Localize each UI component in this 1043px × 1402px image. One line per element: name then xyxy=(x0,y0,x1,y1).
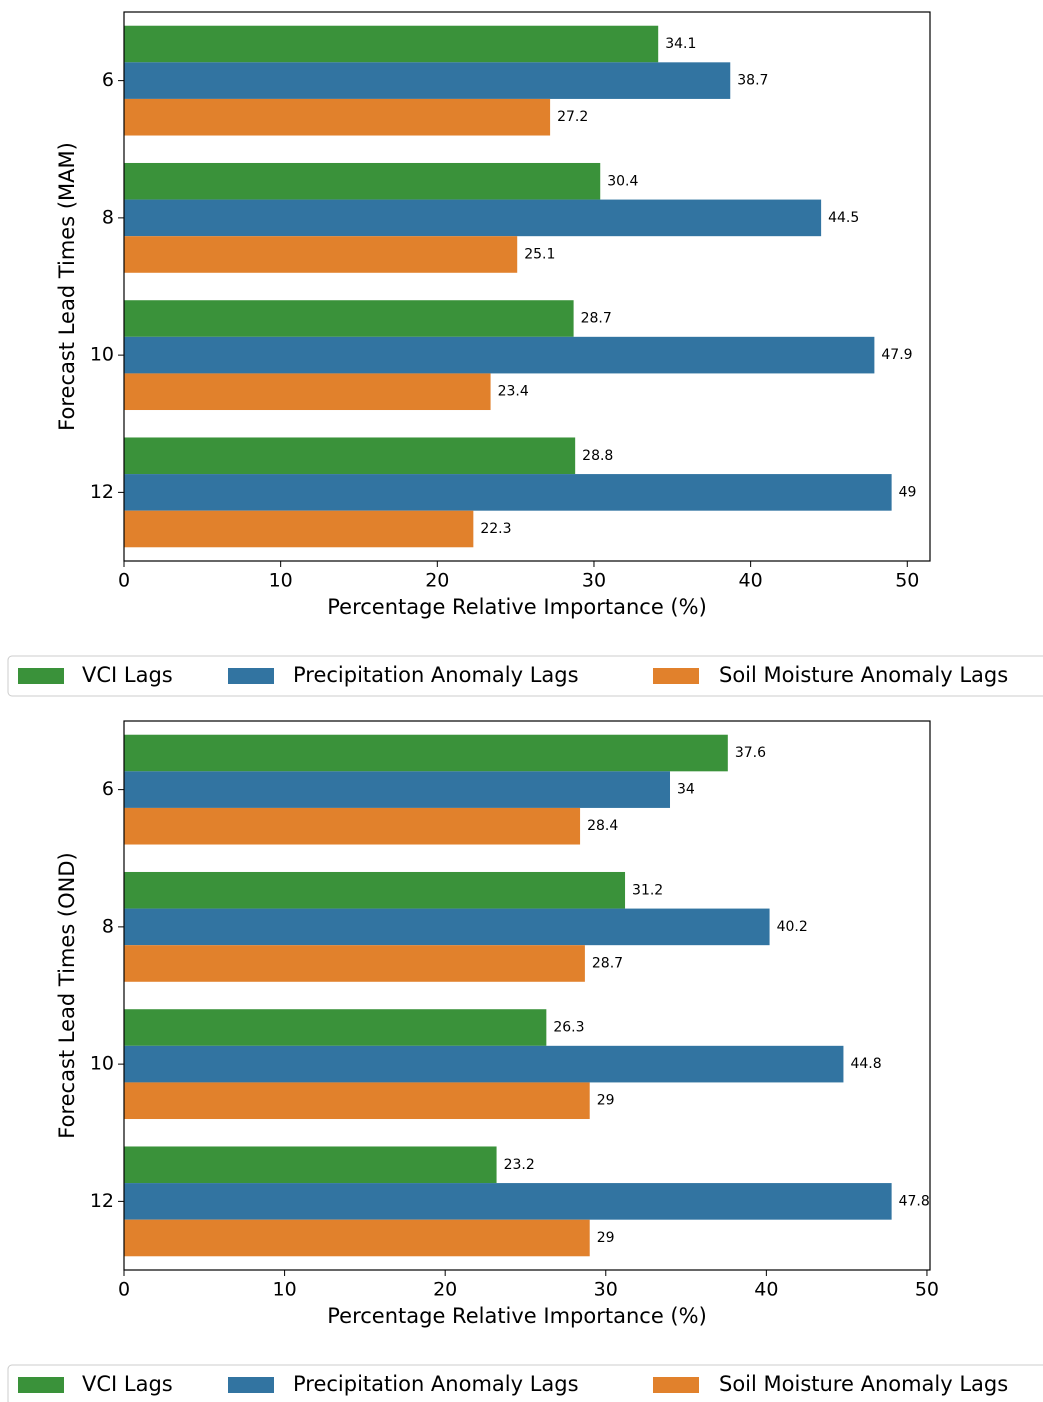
legend-label: Precipitation Anomaly Lags xyxy=(293,1372,579,1396)
x-tick-label: 0 xyxy=(118,1279,130,1301)
y-tick-label: 10 xyxy=(90,1053,114,1075)
bar xyxy=(124,1009,547,1046)
value-label: 29 xyxy=(597,1093,615,1109)
value-label: 28.7 xyxy=(592,955,623,971)
bar xyxy=(124,771,671,808)
bar xyxy=(124,336,875,374)
chart-panel: 37.6 31.2 26.3 23.2 34 40.2 44.8 47.8 28.4 28.7 29… xyxy=(7,720,1043,1402)
bar xyxy=(124,945,585,982)
y-tick-label: 12 xyxy=(90,481,114,503)
bar xyxy=(124,300,574,337)
legend-label: Soil Moisture Anomaly Lags xyxy=(719,1372,1008,1396)
x-tick-label: 40 xyxy=(754,1279,778,1301)
value-label: 26.3 xyxy=(553,1020,584,1036)
x-tick-label: 0 xyxy=(118,570,130,592)
legend-label: VCI Lags xyxy=(82,1372,173,1396)
x-tick-label: 50 xyxy=(895,570,919,592)
value-label: 28.4 xyxy=(587,818,618,834)
value-label: 23.4 xyxy=(498,384,529,400)
bar xyxy=(124,510,474,548)
legend-swatch xyxy=(653,1377,699,1393)
value-label: 23.2 xyxy=(504,1157,535,1173)
bar xyxy=(124,162,601,200)
value-label: 28.8 xyxy=(582,448,613,464)
x-tick-label: 10 xyxy=(269,570,293,592)
value-label: 49 xyxy=(899,484,917,500)
bar xyxy=(124,199,822,237)
value-label: 25.1 xyxy=(524,246,555,262)
value-label: 44.8 xyxy=(850,1056,881,1072)
x-tick-label: 20 xyxy=(433,1279,457,1301)
legend-swatch xyxy=(18,1377,64,1393)
value-label: 38.7 xyxy=(737,73,768,89)
bar xyxy=(124,25,659,63)
x-tick-label: 20 xyxy=(425,570,449,592)
y-tick-label: 8 xyxy=(102,915,114,937)
bar xyxy=(124,62,731,99)
legend-label: VCI Lags xyxy=(82,663,173,687)
legend: VCI Lags Precipitation Anomaly Lags Soil M… xyxy=(7,655,1043,697)
legend: VCI Lags Precipitation Anomaly Lags Soil M… xyxy=(7,1364,1043,1402)
value-label: 30.4 xyxy=(607,173,638,189)
bar xyxy=(124,98,551,136)
bar xyxy=(124,373,491,411)
bar xyxy=(124,734,728,772)
bar xyxy=(124,437,576,475)
bar xyxy=(124,908,770,946)
value-label: 22.3 xyxy=(480,521,511,537)
x-tick-label: 30 xyxy=(582,570,606,592)
x-tick-label: 10 xyxy=(272,1279,296,1301)
legend-swatch xyxy=(18,668,64,684)
x-tick-label: 40 xyxy=(739,570,763,592)
bar xyxy=(124,1183,892,1220)
value-label: 28.7 xyxy=(581,311,612,327)
legend-swatch xyxy=(228,668,274,684)
y-axis-label: Forecast Lead Times (OND) xyxy=(55,852,79,1138)
y-axis-label: Forecast Lead Times (MAM) xyxy=(55,142,79,431)
bar xyxy=(124,236,518,273)
y-tick-label: 12 xyxy=(90,1190,114,1212)
x-tick-label: 50 xyxy=(915,1279,939,1301)
value-label: 47.9 xyxy=(881,347,912,363)
y-tick-label: 8 xyxy=(102,206,114,228)
value-label: 37.6 xyxy=(735,745,766,761)
value-label: 44.5 xyxy=(828,210,859,226)
value-label: 47.8 xyxy=(899,1193,930,1209)
bar xyxy=(124,1146,497,1184)
axes-frame xyxy=(123,11,931,562)
bar xyxy=(124,1219,590,1257)
axes-frame xyxy=(123,720,931,1271)
y-tick-label: 10 xyxy=(90,344,114,366)
legend-frame xyxy=(7,655,1043,697)
value-label: 40.2 xyxy=(777,919,808,935)
chart-panel: 34.1 30.4 28.7 28.8 38.7 44.5 47.9 49 27.2 25.1 23… xyxy=(7,11,1043,697)
value-label: 31.2 xyxy=(632,882,663,898)
bar xyxy=(124,807,581,845)
x-tick-label: 30 xyxy=(594,1279,618,1301)
value-label: 34 xyxy=(677,782,695,798)
value-label: 27.2 xyxy=(557,109,588,125)
legend-swatch xyxy=(228,1377,274,1393)
bar xyxy=(124,1082,590,1120)
bar xyxy=(124,474,892,511)
y-tick-label: 6 xyxy=(102,778,114,800)
x-axis-label: Percentage Relative Importance (%) xyxy=(327,1304,707,1328)
legend-label: Precipitation Anomaly Lags xyxy=(293,663,579,687)
x-axis-label: Percentage Relative Importance (%) xyxy=(327,595,707,619)
value-label: 34.1 xyxy=(665,36,696,52)
y-tick-label: 6 xyxy=(102,69,114,91)
bar xyxy=(124,1045,844,1083)
legend-label: Soil Moisture Anomaly Lags xyxy=(719,663,1008,687)
value-label: 29 xyxy=(597,1230,615,1246)
legend-swatch xyxy=(653,668,699,684)
bar xyxy=(124,871,626,909)
